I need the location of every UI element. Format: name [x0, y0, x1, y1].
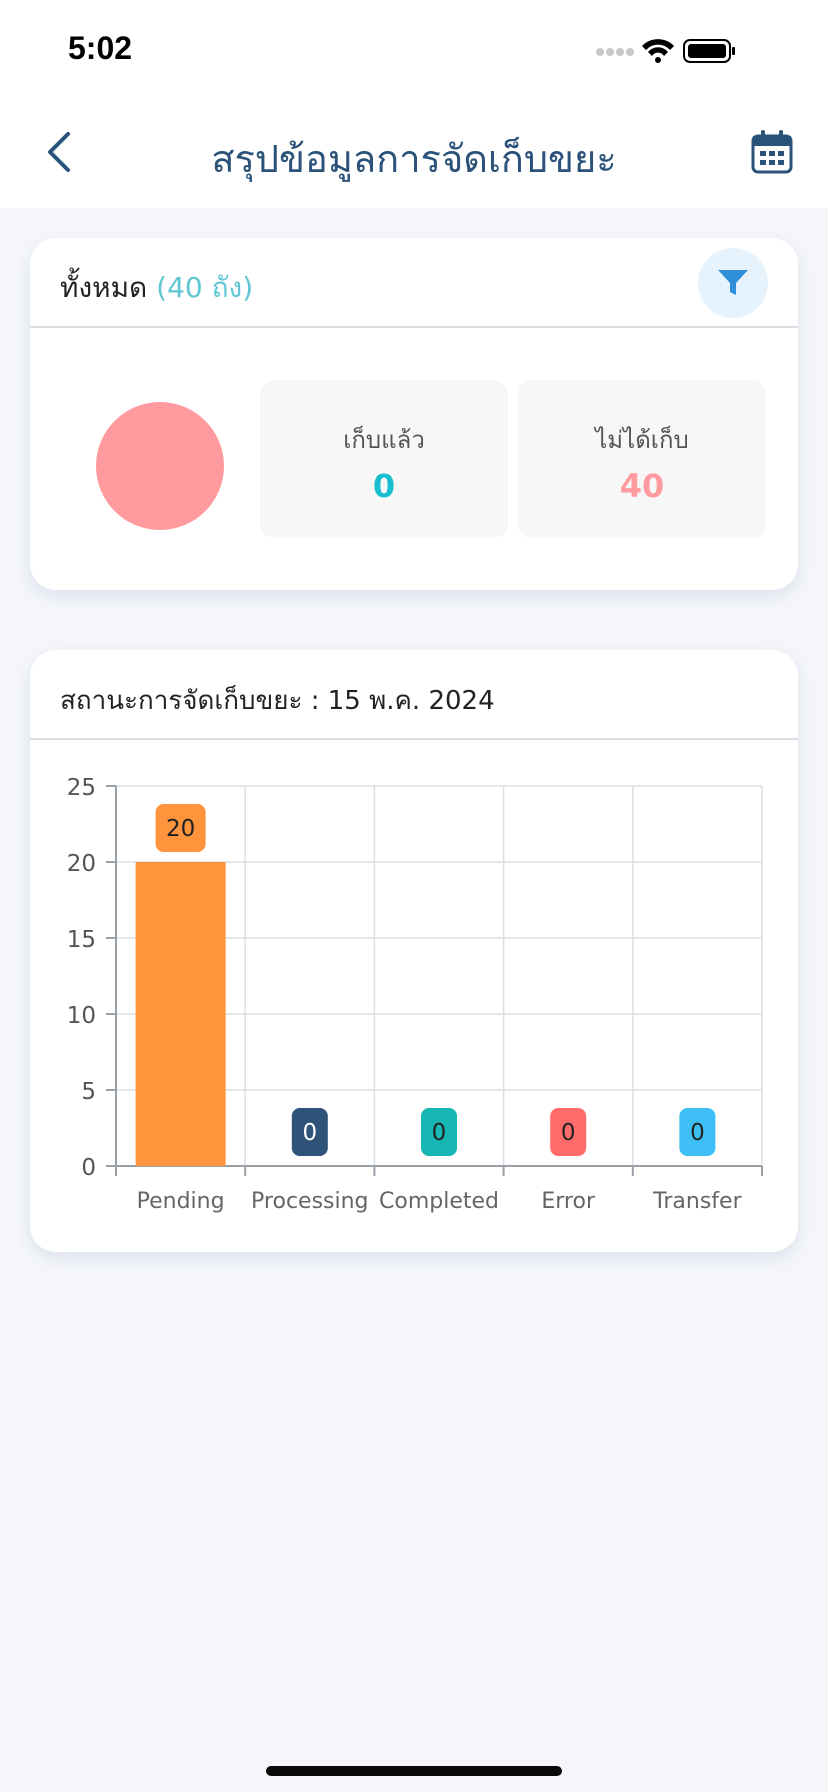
data-label-badge — [550, 1108, 587, 1156]
status-time: 5:02 — [68, 30, 133, 66]
x-tick-label: Processing — [251, 1189, 368, 1214]
y-tick-label: 0 — [81, 1155, 96, 1181]
filter-button[interactable] — [698, 248, 768, 318]
status-bar-chart: 0 5 10 15 20 25 20 Pending 0 Processing 0 Completed… — [67, 775, 763, 1214]
y-tick-label: 25 — [67, 775, 96, 801]
x-tick-label: Pending — [137, 1189, 225, 1214]
page-title: สรุปข้อมูลการจัดเก็บขยะ — [211, 137, 617, 181]
summary-count: (40 ถัง) — [156, 271, 254, 304]
pie-chart — [96, 402, 224, 530]
status-title: สถานะการจัดเก็บขยะ : 15 พ.ค. 2024 — [60, 686, 495, 716]
chevron-left-icon — [48, 132, 70, 172]
bar-pending — [135, 862, 226, 1166]
status-icons — [596, 38, 736, 68]
data-label-badge — [421, 1108, 457, 1156]
x-tick-label: Completed — [379, 1189, 499, 1214]
summary-label: ทั้งหมด — [60, 271, 148, 304]
status-card: สถานะการจัดเก็บขยะ : 15 พ.ค. 2024 0 5 10 15… — [30, 650, 798, 1252]
data-label: 0 — [432, 1120, 447, 1146]
nav-bar: สรุปข้อมูลการจัดเก็บขยะ — [0, 100, 828, 208]
status-bar: 5:02 — [0, 0, 828, 100]
signal-wifi-battery-icon — [596, 39, 735, 63]
collected-stat: เก็บแล้ว 0 — [260, 380, 508, 538]
y-tick-label: 20 — [67, 851, 96, 877]
y-tick-label: 5 — [81, 1079, 96, 1105]
data-label: 0 — [302, 1120, 317, 1146]
y-tick-label: 15 — [67, 927, 96, 953]
data-label: 0 — [690, 1120, 705, 1146]
data-label-badge — [291, 1108, 328, 1156]
data-label-badge — [155, 804, 206, 852]
back-button[interactable] — [36, 126, 88, 178]
not-collected-stat: ไม่ได้เก็บ 40 — [518, 380, 766, 538]
filter-icon — [718, 270, 748, 295]
calendar-icon — [751, 130, 793, 174]
not-collected-label: ไม่ได้เก็บ — [595, 426, 689, 454]
y-tick-label: 10 — [67, 1003, 96, 1029]
not-collected-value: 40 — [619, 467, 665, 505]
summary-card: ทั้งหมด (40 ถัง) เก็บแล้ว 0 ไม่ได้เก็บ 4… — [30, 238, 798, 590]
x-tick-label: Transfer — [652, 1189, 742, 1214]
summary-title: ทั้งหมด (40 ถัง) — [60, 266, 253, 310]
data-label: 20 — [166, 816, 195, 842]
summary-header: ทั้งหมด (40 ถัง) — [30, 238, 798, 328]
x-tick-label: Error — [541, 1189, 596, 1214]
calendar-button[interactable] — [750, 128, 794, 176]
data-label-badge — [679, 1108, 716, 1156]
collected-value: 0 — [372, 467, 396, 505]
home-indicator — [266, 1766, 562, 1776]
collected-label: เก็บแล้ว — [343, 426, 425, 454]
status-header: สถานะการจัดเก็บขยะ : 15 พ.ค. 2024 — [30, 650, 798, 740]
data-label: 0 — [561, 1120, 576, 1146]
